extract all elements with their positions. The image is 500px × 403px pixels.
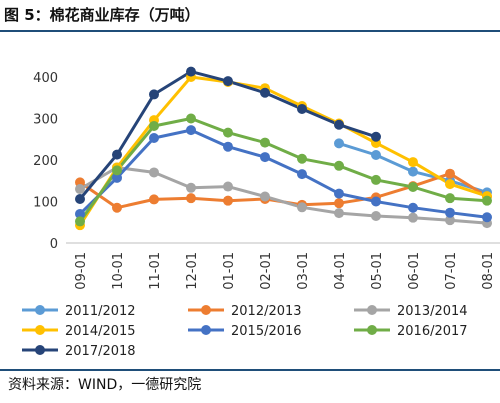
data-point: [334, 119, 344, 130]
legend-swatch-marker: [367, 305, 377, 315]
y-tick-label: 200: [33, 154, 58, 169]
x-tick-label: 09-01: [74, 252, 89, 290]
x-tick-label: 06-01: [407, 252, 422, 290]
data-point: [149, 194, 159, 205]
series-line-2014-2015: [78, 75, 488, 227]
data-point: [445, 215, 455, 226]
data-point: [445, 207, 455, 218]
data-point: [297, 103, 307, 114]
x-tick-label: 08-01: [481, 252, 496, 290]
data-point: [334, 198, 344, 209]
data-point: [186, 182, 196, 193]
x-tick-label: 11-01: [148, 252, 163, 290]
data-point: [297, 169, 307, 180]
x-tick-label: 10-01: [111, 252, 126, 290]
data-point: [408, 181, 418, 192]
x-tick-label: 03-01: [296, 252, 311, 290]
series-points: [75, 66, 492, 231]
data-point: [223, 76, 233, 87]
chart-legend: 2011/2012 2012/2013 2013/2014 2014/2015 2015…: [22, 304, 468, 359]
data-point: [260, 152, 270, 163]
x-tick-label: 02-01: [259, 252, 274, 290]
data-point: [482, 195, 492, 206]
legend-swatch-marker: [35, 325, 45, 335]
data-point: [260, 137, 270, 148]
title-rule: [0, 30, 500, 32]
y-tick-label: 300: [33, 113, 58, 128]
data-point: [297, 153, 307, 164]
data-point: [223, 195, 233, 206]
data-point: [371, 174, 381, 185]
legend-swatch-marker: [35, 345, 45, 355]
series-line-2015-2016: [78, 128, 488, 219]
data-point: [149, 133, 159, 144]
data-point: [371, 196, 381, 207]
legend-swatch-marker: [35, 305, 45, 315]
series-line-2013-2014: [79, 166, 488, 225]
data-point: [334, 208, 344, 219]
data-point: [186, 113, 196, 124]
data-point: [149, 120, 159, 131]
legend-label: 2017/2018: [65, 344, 136, 359]
data-point: [371, 131, 381, 142]
source-note: 资料来源：WIND，一德研究院: [8, 377, 202, 393]
data-point: [75, 216, 85, 227]
data-point: [445, 179, 455, 190]
data-point: [371, 211, 381, 222]
data-point: [149, 89, 159, 100]
data-point: [408, 157, 418, 168]
legend-swatch-marker: [201, 305, 211, 315]
data-point: [223, 127, 233, 138]
series-line-2016-2017: [78, 117, 488, 223]
source-rule: [0, 369, 500, 371]
data-point: [112, 172, 122, 183]
series-lines: [78, 70, 488, 227]
legend-label: 2012/2013: [231, 304, 302, 319]
data-point: [445, 168, 455, 179]
data-point: [149, 167, 159, 178]
y-tick-label: 0: [50, 237, 58, 252]
x-tick-label: 01-01: [222, 252, 237, 290]
legend-label: 2016/2017: [397, 324, 468, 339]
x-tick-label: 07-01: [444, 252, 459, 290]
data-point: [75, 208, 85, 219]
data-point: [112, 202, 122, 213]
data-point: [371, 150, 381, 161]
data-point: [260, 191, 270, 202]
chart-axes: 0 100 200 300 400 09-01 10-01 11-01 12-01 01-01 02…: [33, 71, 500, 290]
legend-label: 2013/2014: [397, 304, 468, 319]
data-point: [223, 141, 233, 152]
data-point: [260, 87, 270, 98]
x-tick-label: 05-01: [370, 252, 385, 290]
data-point: [334, 188, 344, 199]
legend-label: 2011/2012: [65, 304, 136, 319]
data-point: [445, 193, 455, 204]
legend-swatch-marker: [367, 325, 377, 335]
data-point: [186, 66, 196, 77]
legend-label: 2014/2015: [65, 324, 136, 339]
x-tick-label: 04-01: [333, 252, 348, 290]
legend-swatch-marker: [201, 325, 211, 335]
data-point: [297, 202, 307, 213]
data-point: [408, 166, 418, 177]
y-tick-label: 400: [33, 71, 58, 86]
data-point: [408, 212, 418, 223]
x-tick-label: 12-01: [185, 252, 200, 290]
chart-title: 图 5：棉花商业库存（万吨）: [4, 6, 200, 24]
data-point: [112, 149, 122, 160]
data-point: [408, 202, 418, 213]
data-point: [186, 193, 196, 204]
data-point: [186, 125, 196, 136]
data-point: [334, 138, 344, 149]
data-point: [112, 165, 122, 176]
data-point: [334, 160, 344, 171]
data-point: [223, 181, 233, 192]
data-point: [482, 212, 492, 223]
y-tick-label: 100: [33, 196, 58, 211]
data-point: [75, 194, 85, 205]
legend-label: 2015/2016: [231, 324, 302, 339]
data-point: [75, 184, 85, 195]
